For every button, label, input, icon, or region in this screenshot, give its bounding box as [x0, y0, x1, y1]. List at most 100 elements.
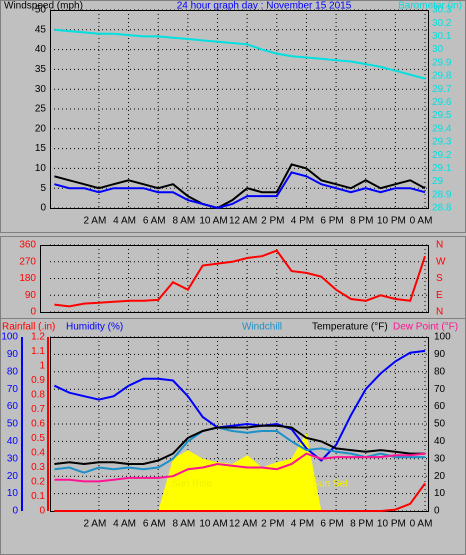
y2-tick-label: 30.1 — [432, 31, 452, 42]
x-tick-label: 6 AM — [143, 216, 166, 227]
y-tick-label: 70 — [7, 384, 19, 395]
y3-tick-label: 0.8 — [31, 390, 45, 401]
line — [54, 452, 426, 483]
y-tick-label: 270 — [19, 256, 36, 267]
x-tick-label: 2 AM — [84, 519, 107, 530]
x-tick-label: 10 PM — [377, 519, 406, 530]
y2-tick-label: S — [436, 273, 443, 284]
x-tick-label: 6 PM — [320, 216, 343, 227]
y3-tick-label: 0.9 — [31, 375, 45, 386]
y2-tick-label: 29 — [432, 176, 444, 187]
y-tick-label: 90 — [7, 349, 19, 360]
x-tick-label: 12 AM — [229, 519, 257, 530]
y-tick-label: 30 — [7, 453, 19, 464]
y2-tick-label: 40 — [434, 436, 446, 447]
y2-tick-label: 90 — [434, 349, 446, 360]
x-tick-label: 12 AM — [229, 216, 257, 227]
x-tick-label: 4 PM — [291, 519, 314, 530]
y2-tick-label: N — [436, 307, 443, 318]
y3-tick-label: 0.3 — [31, 462, 45, 473]
y-tick-label: 100 — [1, 332, 18, 343]
y-tick-label: 90 — [25, 290, 37, 301]
y3-tick-label: 1 — [39, 361, 45, 372]
line — [53, 349, 426, 462]
x-tick-label: 10 AM — [199, 519, 227, 530]
y3-tick-label: 0.6 — [31, 419, 45, 430]
y3-tick-label: 0.5 — [31, 433, 45, 444]
chart-title: 24 hour graph day : November 15 2015 — [177, 1, 352, 12]
y2-tick-label: 29.7 — [432, 84, 452, 95]
legend-entry: Rainfall (.in) — [2, 322, 55, 333]
legend-entry: Temperature (°F) — [312, 322, 388, 333]
y2-tick-label: 60 — [434, 401, 446, 412]
y-axis-label: Windspeed (mph) — [4, 1, 83, 12]
y2-tick-label: 0 — [434, 506, 440, 517]
y-tick-label: 10 — [35, 163, 47, 174]
y2-tick-label: 20 — [434, 471, 446, 482]
y-tick-label: 360 — [19, 240, 36, 251]
y3-tick-label: 1.1 — [31, 346, 45, 357]
x-tick-label: 8 PM — [350, 519, 373, 530]
y3-tick-label: 0.1 — [31, 491, 45, 502]
y2-tick-label: 10 — [434, 488, 446, 499]
y-tick-label: 25 — [35, 104, 47, 115]
legend-entry: Dew Point (°F) — [393, 322, 458, 333]
y-tick-label: 30 — [35, 84, 47, 95]
y2-tick-label: 29.8 — [432, 71, 452, 82]
y2-tick-label: 70 — [434, 384, 446, 395]
y-tick-label: 50 — [35, 5, 47, 16]
y2-tick-label: E — [436, 290, 443, 301]
y-tick-label: 50 — [7, 419, 19, 430]
area — [54, 432, 426, 511]
legend-entry: Humidity (%) — [66, 322, 123, 333]
y3-tick-label: 0.2 — [31, 477, 45, 488]
x-tick-label: 6 PM — [320, 519, 343, 530]
y-tick-label: 180 — [19, 273, 36, 284]
line — [54, 424, 425, 466]
y-tick-label: 0 — [30, 307, 36, 318]
line — [54, 249, 426, 308]
y-tick-label: 10 — [7, 488, 19, 499]
y2-tick-label: 28.9 — [432, 189, 452, 200]
y3-tick-label: 0 — [39, 506, 45, 517]
y2-tick-label: 29.5 — [432, 110, 452, 121]
y2-tick-label: 29.2 — [432, 150, 452, 161]
y2-tick-label: 80 — [434, 366, 446, 377]
y-tick-label: 40 — [7, 436, 19, 447]
y2-tick-label: 29.9 — [432, 57, 452, 68]
y2-tick-label: 30 — [434, 453, 446, 464]
y-tick-label: 0 — [40, 203, 46, 214]
y2-tick-label: 28.8 — [432, 203, 452, 214]
y3-tick-label: 0.4 — [31, 448, 45, 459]
plot-area — [50, 10, 429, 209]
x-tick-label: 6 AM — [143, 519, 166, 530]
y2-axis-label: Barometer (in) — [398, 1, 462, 12]
x-tick-label: 2 PM — [261, 519, 284, 530]
y-tick-label: 5 — [40, 183, 46, 194]
x-tick-label: 4 AM — [113, 216, 136, 227]
line — [54, 28, 426, 80]
x-tick-label: 8 AM — [172, 519, 195, 530]
y2-tick-label: W — [436, 256, 446, 267]
x-tick-label: 10 PM — [377, 216, 406, 227]
x-tick-label: 0 AM — [410, 216, 433, 227]
x-tick-label: 8 AM — [172, 216, 195, 227]
annotation: Sun Rise — [172, 479, 213, 490]
y2-tick-label: 50 — [434, 419, 446, 430]
y3-tick-label: 0.7 — [31, 404, 45, 415]
y3-tick-label: 1.2 — [31, 332, 45, 343]
x-tick-label: 2 PM — [261, 216, 284, 227]
x-tick-label: 8 PM — [350, 216, 373, 227]
y-tick-label: 60 — [7, 401, 19, 412]
y2-tick-label: 30 — [432, 44, 444, 55]
x-tick-label: 4 AM — [113, 519, 136, 530]
y2-tick-label: 29.4 — [432, 123, 452, 134]
line — [54, 482, 426, 512]
y-tick-label: 35 — [35, 64, 47, 75]
y-tick-label: 45 — [35, 24, 47, 35]
y-tick-label: 80 — [7, 366, 19, 377]
y2-tick-label: 29.3 — [432, 137, 452, 148]
y-tick-label: 0 — [12, 506, 18, 517]
legend-entry: Windchill — [242, 322, 282, 333]
